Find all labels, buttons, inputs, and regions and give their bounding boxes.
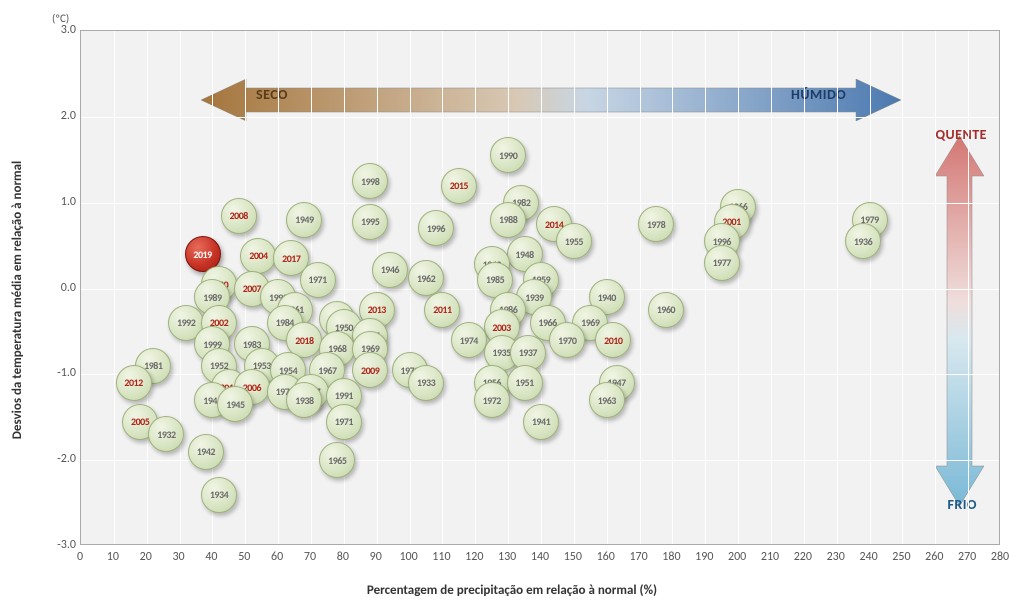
- gridline-v: [672, 31, 673, 544]
- x-tick-label: 200: [728, 550, 746, 564]
- chart-container: (ºC) Desvios da temperatura média em rel…: [0, 0, 1024, 610]
- y-tick-label: -1.0: [46, 366, 76, 380]
- gridline-v: [935, 31, 936, 544]
- data-bubble: 1946: [372, 252, 408, 288]
- data-bubble: 1955: [556, 223, 592, 259]
- plot-area: SECO HÚMIDO QUENTE FRIO 1990199820151982…: [80, 30, 1000, 545]
- gridline-h: [81, 117, 999, 118]
- data-bubble: 1936: [845, 223, 881, 259]
- y-tick-label: 1.0: [46, 195, 76, 209]
- x-tick-label: 190: [695, 550, 713, 564]
- x-tick-label: 100: [399, 550, 417, 564]
- y-tick-label: -2.0: [46, 452, 76, 466]
- x-tick-label: 40: [205, 550, 217, 564]
- data-bubble: 1965: [319, 442, 355, 478]
- data-bubble: 1995: [352, 204, 388, 240]
- x-tick-label: 120: [465, 550, 483, 564]
- x-axis-label: Percentagem de precipitação em relação à…: [367, 583, 657, 598]
- data-bubble: 1971: [300, 262, 336, 298]
- x-tick-label: 220: [794, 550, 812, 564]
- data-bubble: 2008: [221, 198, 257, 234]
- x-tick-label: 70: [304, 550, 316, 564]
- data-bubble: 1941: [523, 404, 559, 440]
- x-tick-label: 20: [140, 550, 152, 564]
- x-tick-label: 80: [337, 550, 349, 564]
- x-tick-label: 280: [991, 550, 1009, 564]
- data-bubble: 2004: [240, 238, 276, 274]
- data-bubble: 2009: [352, 352, 388, 388]
- gridline-v: [870, 31, 871, 544]
- gridline-v: [640, 31, 641, 544]
- x-tick-label: 0: [77, 550, 83, 564]
- x-tick-label: 140: [531, 550, 549, 564]
- quente-label: QUENTE: [935, 126, 987, 143]
- gridline-v: [837, 31, 838, 544]
- gridline-v: [902, 31, 903, 544]
- data-bubble: 1970: [549, 322, 585, 358]
- data-bubble: 1951: [507, 365, 543, 401]
- gridline-v: [114, 31, 115, 544]
- gridline-v: [377, 31, 378, 544]
- y-tick-label: 0.0: [46, 281, 76, 295]
- y-tick-label: 3.0: [46, 23, 76, 37]
- data-bubble: 1996: [418, 210, 454, 246]
- data-bubble: 1942: [188, 434, 224, 470]
- gridline-v: [968, 31, 969, 544]
- frio-label: FRIO: [947, 496, 977, 513]
- data-bubble: 2012: [116, 365, 152, 401]
- data-bubble: 1960: [648, 292, 684, 328]
- x-tick-label: 170: [629, 550, 647, 564]
- x-tick-label: 250: [892, 550, 910, 564]
- data-bubble: 1938: [286, 382, 322, 418]
- x-tick-label: 30: [172, 550, 184, 564]
- x-tick-label: 110: [432, 550, 450, 564]
- data-bubble: 1949: [286, 202, 322, 238]
- data-bubble: 1974: [451, 322, 487, 358]
- data-bubble: 2011: [424, 292, 460, 328]
- gridline-v: [738, 31, 739, 544]
- y-tick-label: -3.0: [46, 538, 76, 552]
- seco-label: SECO: [256, 86, 288, 103]
- gridline-v: [475, 31, 476, 544]
- data-bubble: 1932: [148, 416, 184, 452]
- x-tick-label: 210: [761, 550, 779, 564]
- x-tick-label: 160: [597, 550, 615, 564]
- data-bubble: 1971: [326, 404, 362, 440]
- data-bubble: 1978: [638, 206, 674, 242]
- data-bubble: 1934: [201, 477, 237, 513]
- gridline-v: [804, 31, 805, 544]
- humido-label: HÚMIDO: [791, 86, 846, 103]
- x-tick-label: 90: [370, 550, 382, 564]
- x-tick-label: 230: [827, 550, 845, 564]
- x-tick-label: 270: [958, 550, 976, 564]
- data-bubble: 1962: [408, 260, 444, 296]
- x-tick-label: 180: [662, 550, 680, 564]
- data-bubble: 1972: [474, 382, 510, 418]
- data-bubble: 1990: [490, 137, 526, 173]
- x-tick-label: 260: [925, 550, 943, 564]
- data-bubble: 1963: [589, 382, 625, 418]
- x-tick-label: 50: [238, 550, 250, 564]
- data-bubble: 1988: [490, 202, 526, 238]
- gridline-v: [705, 31, 706, 544]
- x-tick-label: 150: [564, 550, 582, 564]
- x-tick-label: 10: [107, 550, 119, 564]
- gridline-v: [771, 31, 772, 544]
- data-bubble: 1933: [408, 365, 444, 401]
- y-axis-label: Desvios da temperatura média em relação …: [10, 161, 25, 440]
- gridline-v: [147, 31, 148, 544]
- gridline-v: [180, 31, 181, 544]
- x-tick-label: 60: [271, 550, 283, 564]
- data-bubble: 2010: [595, 322, 631, 358]
- x-tick-label: 130: [498, 550, 516, 564]
- data-bubble: 1998: [352, 163, 388, 199]
- data-bubble: 2015: [441, 168, 477, 204]
- data-bubble: 1977: [704, 245, 740, 281]
- gridline-v: [574, 31, 575, 544]
- data-bubble: 1945: [217, 386, 253, 422]
- gridline-v: [442, 31, 443, 544]
- hot-cold-arrow: [932, 136, 987, 506]
- x-tick-label: 240: [859, 550, 877, 564]
- y-tick-label: 2.0: [46, 109, 76, 123]
